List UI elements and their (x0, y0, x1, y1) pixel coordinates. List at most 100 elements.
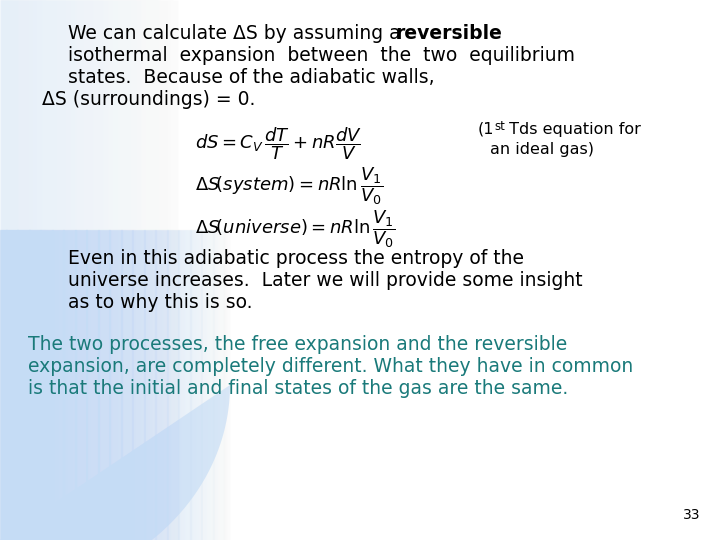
Bar (22, 230, 23, 540)
Bar (120, 0, 121, 540)
Bar (153, 230, 154, 540)
Bar (71, 230, 72, 540)
Bar (199, 230, 201, 540)
Bar (55, 230, 56, 540)
Bar (87, 230, 89, 540)
Bar (163, 0, 164, 540)
Bar (101, 0, 102, 540)
Bar (179, 0, 180, 540)
Bar (117, 230, 118, 540)
Bar (5, 0, 6, 540)
Bar (110, 230, 112, 540)
Bar (114, 0, 115, 540)
Bar (45, 230, 46, 540)
Bar (192, 230, 193, 540)
Bar (106, 230, 107, 540)
Bar (54, 0, 55, 540)
Text: $\Delta S\!\left(universe\right)= nR\ln\dfrac{V_1}{V_0}$: $\Delta S\!\left(universe\right)= nR\ln\… (195, 208, 395, 249)
Bar (116, 230, 117, 540)
Bar (53, 230, 55, 540)
Bar (213, 230, 215, 540)
Bar (67, 230, 68, 540)
Bar (215, 230, 216, 540)
Bar (206, 230, 207, 540)
Bar (74, 0, 75, 540)
Bar (107, 0, 108, 540)
Bar (79, 0, 80, 540)
Bar (71, 0, 72, 540)
Bar (89, 230, 90, 540)
Bar (144, 0, 145, 540)
Text: reversible: reversible (395, 24, 502, 43)
Bar (30, 0, 31, 540)
Bar (130, 0, 131, 540)
Bar (134, 0, 135, 540)
Bar (20, 0, 21, 540)
Bar (4, 230, 6, 540)
Bar (147, 230, 148, 540)
Bar (188, 230, 189, 540)
Bar (82, 230, 83, 540)
Bar (29, 230, 30, 540)
Bar (12, 230, 13, 540)
Bar (40, 230, 42, 540)
Bar (126, 230, 127, 540)
Bar (176, 0, 177, 540)
Bar (72, 230, 73, 540)
Bar (41, 0, 42, 540)
Bar (70, 0, 71, 540)
Bar (136, 230, 137, 540)
Bar (223, 230, 225, 540)
Bar (179, 230, 181, 540)
Bar (79, 230, 80, 540)
Bar (140, 0, 141, 540)
Bar (108, 0, 109, 540)
Bar (218, 230, 219, 540)
Bar (21, 0, 22, 540)
Bar (83, 230, 84, 540)
Bar (99, 0, 100, 540)
Bar (225, 230, 226, 540)
Bar (76, 230, 77, 540)
Bar (194, 230, 195, 540)
Bar (167, 0, 168, 540)
Bar (3, 230, 4, 540)
Bar (207, 230, 208, 540)
Bar (149, 0, 150, 540)
Bar (174, 0, 175, 540)
Bar (119, 0, 120, 540)
Bar (31, 0, 32, 540)
Bar (93, 230, 94, 540)
Bar (76, 0, 77, 540)
Bar (104, 0, 105, 540)
Bar (39, 230, 40, 540)
Bar (59, 230, 60, 540)
Text: states.  Because of the adiabatic walls,: states. Because of the adiabatic walls, (68, 68, 435, 87)
Bar (90, 0, 91, 540)
Bar (181, 230, 182, 540)
Text: expansion, are completely different. What they have in common: expansion, are completely different. Wha… (28, 357, 634, 376)
Text: (1: (1 (478, 122, 495, 137)
Bar (186, 230, 187, 540)
Bar (128, 230, 129, 540)
Bar (123, 0, 124, 540)
Bar (219, 230, 220, 540)
Bar (47, 230, 48, 540)
Bar (155, 230, 156, 540)
Bar (24, 230, 26, 540)
Text: $dS = C_V \, \dfrac{dT}{T} + nR\dfrac{dV}{V}$: $dS = C_V \, \dfrac{dT}{T} + nR\dfrac{dV… (195, 125, 362, 161)
Bar (168, 0, 169, 540)
Bar (148, 230, 149, 540)
Bar (32, 0, 33, 540)
Bar (158, 0, 159, 540)
Bar (78, 230, 79, 540)
Bar (0, 230, 1, 540)
Bar (35, 0, 36, 540)
Bar (117, 0, 118, 540)
Bar (85, 0, 86, 540)
Bar (95, 230, 96, 540)
Bar (102, 0, 103, 540)
Bar (0, 0, 1, 540)
Bar (159, 0, 160, 540)
Bar (80, 0, 81, 540)
